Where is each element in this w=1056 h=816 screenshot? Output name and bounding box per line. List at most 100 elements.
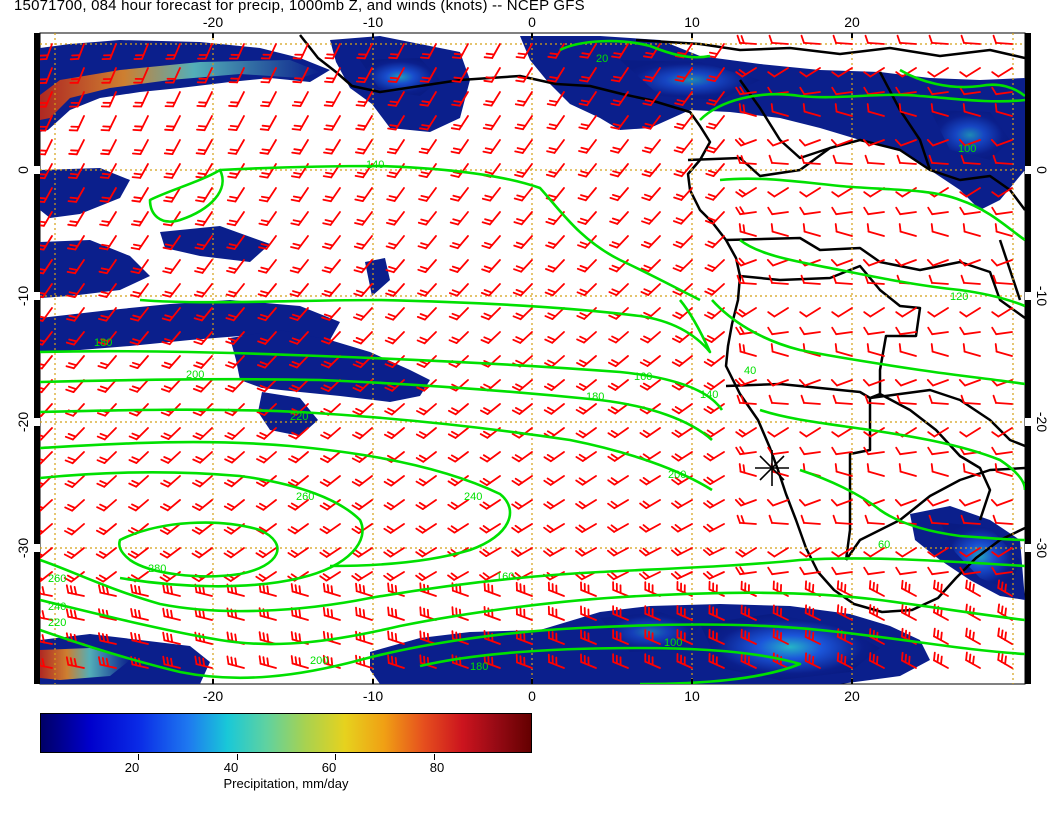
wind-barb-feather xyxy=(322,175,333,179)
wind-barb-feather xyxy=(356,171,367,175)
wind-barb xyxy=(234,211,245,227)
wind-barb xyxy=(836,139,853,147)
wind-barb xyxy=(680,187,693,201)
precip-area xyxy=(620,60,760,100)
wind-barb-feather xyxy=(863,566,870,576)
wind-barb-feather xyxy=(933,579,936,590)
wind-barb-feather xyxy=(895,311,904,318)
wind-barb-feather xyxy=(65,341,75,346)
wind-barb-feather xyxy=(515,79,525,83)
wind-barb xyxy=(233,283,245,298)
wind-barb xyxy=(551,331,565,344)
wind-barb-feather xyxy=(738,69,747,76)
wind-barb-feather xyxy=(544,338,554,344)
precip-area xyxy=(40,240,150,298)
wind-barb-feather xyxy=(259,151,269,155)
precip-area xyxy=(160,226,270,262)
wind-barb xyxy=(199,451,213,464)
wind-barb-feather xyxy=(579,241,589,246)
contour-label: 240 xyxy=(48,601,66,613)
wind-barb xyxy=(805,547,821,558)
contour-line xyxy=(40,557,1025,613)
wind-barb-feather xyxy=(40,386,46,391)
wind-barb-feather xyxy=(991,206,998,216)
wind-barb-feather xyxy=(671,361,681,367)
wind-barb-feather xyxy=(482,548,491,555)
wind-barb-feather xyxy=(102,149,112,152)
wind-barb-feather xyxy=(98,294,108,298)
wind-barb-feather xyxy=(101,243,111,248)
wind-barb-feather xyxy=(927,566,934,576)
wind-barb-feather xyxy=(575,385,585,391)
top-lon-labels: -20 -10 0 10 20 xyxy=(203,14,860,30)
wind-barb xyxy=(357,523,373,534)
wind-barb-feather xyxy=(320,363,330,369)
wind-barb-feather xyxy=(927,71,936,78)
wind-barb-feather xyxy=(291,313,302,318)
wind-barb-feather xyxy=(355,313,365,318)
wind-barb xyxy=(363,43,373,60)
wind-barb-feather xyxy=(292,290,302,295)
wind-barb-feather xyxy=(224,458,233,464)
wind-barb-feather xyxy=(96,459,106,465)
wind-barb xyxy=(709,475,725,486)
wind-barb-feather xyxy=(640,290,650,296)
wind-barb-feather xyxy=(98,632,102,642)
wind-barb-feather xyxy=(739,206,745,215)
wind-barb xyxy=(963,571,981,576)
wind-barb xyxy=(677,523,693,533)
wind-barb-feather xyxy=(262,584,266,594)
contour-labels: 140 180 200 160 140 180 200 220 240 260 … xyxy=(48,53,976,673)
wind-barb-feather xyxy=(997,627,1000,637)
colorbar-tick-label: 60 xyxy=(321,760,337,775)
wind-barb xyxy=(835,401,853,405)
wind-barb-feather xyxy=(447,456,457,463)
wind-barb xyxy=(995,470,1013,477)
wind-barb-feather xyxy=(579,264,589,270)
wind-barb-feather xyxy=(863,551,872,558)
wind-barb xyxy=(933,427,949,438)
wind-barb xyxy=(137,283,149,298)
wind-barb-feather xyxy=(484,147,495,151)
wind-barb-feather xyxy=(325,77,336,80)
wind-barb-feather xyxy=(294,77,304,80)
wind-barb xyxy=(644,547,661,557)
wind-barb-feather xyxy=(862,258,870,267)
wind-barb xyxy=(520,211,533,226)
wind-barb-feather xyxy=(426,632,430,643)
wind-barb xyxy=(521,187,533,202)
wind-barb xyxy=(550,427,565,439)
wind-barb xyxy=(995,281,1013,285)
wind-barb-feather xyxy=(575,526,584,533)
wind-barb xyxy=(741,427,757,438)
wind-barb-feather xyxy=(353,316,363,321)
wind-barb xyxy=(615,283,629,297)
wind-barb xyxy=(805,427,821,438)
wind-barb-feather xyxy=(98,247,109,251)
wind-barb-feather xyxy=(901,651,904,662)
wind-barb-feather xyxy=(549,99,559,103)
wind-barb-feather xyxy=(575,550,583,557)
wind-barb-feather xyxy=(742,224,746,234)
wind-barb xyxy=(299,115,309,131)
wind-barb-feather xyxy=(67,551,76,557)
wind-barb-feather xyxy=(672,243,682,249)
wind-barb xyxy=(140,91,149,108)
wind-barb xyxy=(803,401,821,405)
wind-barb xyxy=(741,307,757,318)
wind-barb xyxy=(42,283,53,299)
wind-barb xyxy=(997,307,1013,318)
wind-barb-feather xyxy=(355,360,365,366)
wind-barb-feather xyxy=(738,463,742,473)
wind-barb-feather xyxy=(197,148,208,152)
wind-barb xyxy=(772,259,789,267)
wind-barb-feather xyxy=(451,289,461,294)
wind-barb-feather xyxy=(193,364,203,369)
wind-barb xyxy=(102,523,117,536)
wind-barb-feather xyxy=(40,553,44,557)
wind-barb-feather xyxy=(166,608,170,619)
wind-barb xyxy=(136,331,149,346)
wind-barb-feather xyxy=(610,429,620,436)
wind-barb-feather xyxy=(863,311,872,318)
wind-barb-feather xyxy=(766,498,774,507)
